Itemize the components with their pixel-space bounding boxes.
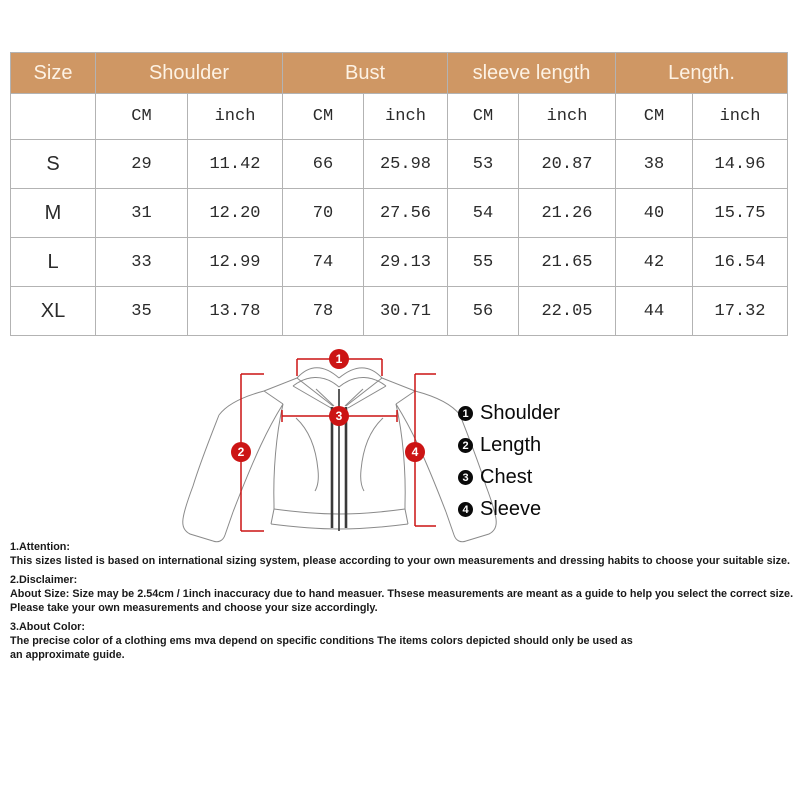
svg-text:4: 4	[412, 445, 419, 459]
svg-text:1: 1	[336, 352, 343, 366]
svg-text:3: 3	[336, 409, 343, 423]
svg-text:2: 2	[238, 445, 245, 459]
